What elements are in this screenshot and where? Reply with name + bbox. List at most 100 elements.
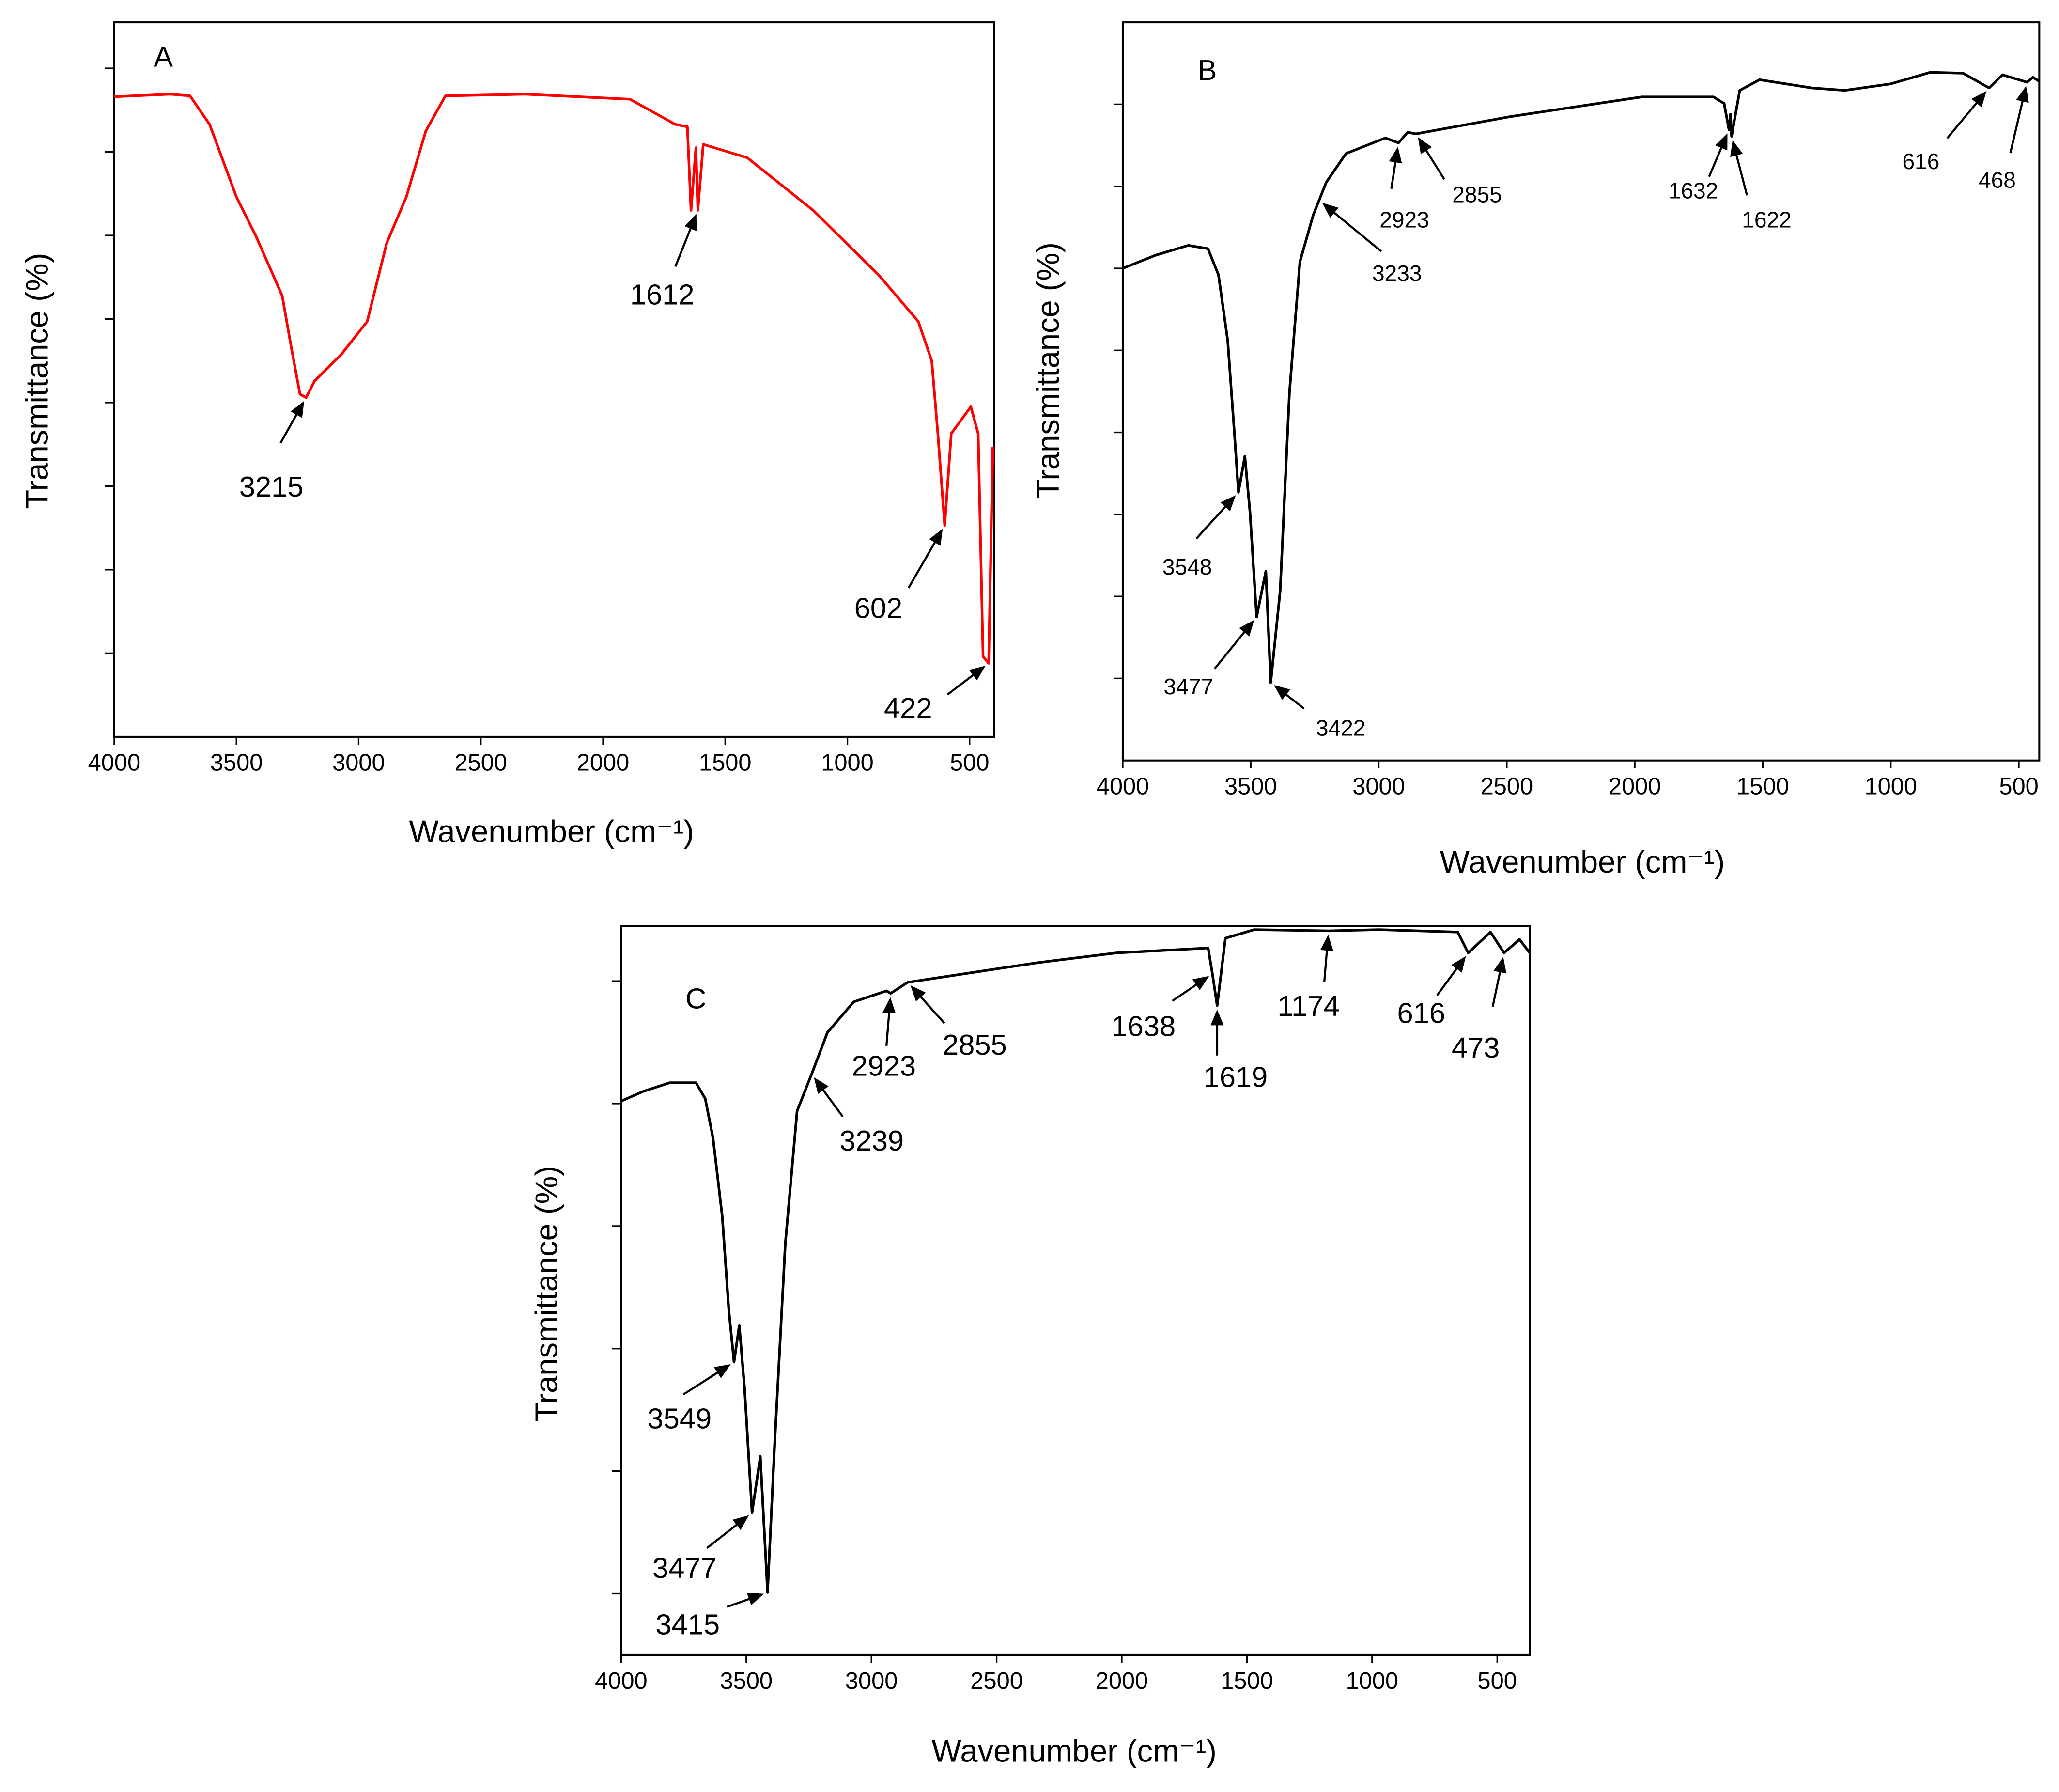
annotation-label: 1619 bbox=[1204, 1060, 1268, 1093]
annotation-label: 2855 bbox=[943, 1028, 1007, 1061]
x-tick-label: 4000 bbox=[1097, 774, 1149, 800]
arrow-head bbox=[1493, 956, 1507, 974]
annotation-label: 3549 bbox=[648, 1402, 712, 1434]
x-tick-label: 3000 bbox=[1352, 774, 1405, 800]
annotation-label: 2855 bbox=[1452, 182, 1502, 207]
annotation-arrow bbox=[1491, 966, 1502, 1007]
annotation-label: 1622 bbox=[1742, 207, 1792, 233]
arrow-head bbox=[1715, 133, 1728, 151]
annotation-arrow bbox=[1172, 981, 1201, 1002]
annotation-label: 616 bbox=[1397, 997, 1445, 1029]
arrow-head bbox=[910, 985, 926, 1001]
panel-label: A bbox=[154, 41, 173, 73]
x-tick-label: 1500 bbox=[1221, 1668, 1273, 1694]
arrow-head bbox=[814, 1077, 829, 1094]
annotation-arrow bbox=[2009, 96, 2025, 154]
x-tick-label: 500 bbox=[1999, 774, 2038, 800]
annotation-label: 468 bbox=[1979, 168, 2016, 193]
annotation-arrow bbox=[1330, 208, 1382, 252]
x-tick-label: 1500 bbox=[1736, 774, 1789, 800]
panel-label: C bbox=[685, 982, 706, 1015]
arrow-head bbox=[1730, 140, 1743, 157]
arrow-head bbox=[1320, 935, 1334, 951]
x-tick-label: 1500 bbox=[699, 750, 752, 776]
arrow-head bbox=[732, 1515, 749, 1530]
annotation-label: 3215 bbox=[239, 470, 304, 503]
annotation-arrow bbox=[674, 223, 694, 267]
spectrum-line bbox=[114, 93, 994, 665]
annotation-label: 1638 bbox=[1111, 1010, 1176, 1043]
x-tick-label: 1000 bbox=[1346, 1668, 1399, 1694]
arrow-head bbox=[2016, 86, 2029, 103]
annotation-arrow bbox=[706, 1521, 742, 1549]
arrow-head bbox=[1322, 203, 1339, 218]
panel-label: B bbox=[1198, 54, 1217, 86]
arrow-head bbox=[291, 401, 304, 418]
annotation-label: 3548 bbox=[1162, 554, 1212, 579]
annotation-arrow bbox=[1734, 150, 1748, 196]
annotation-label: 3415 bbox=[655, 1608, 720, 1640]
arrow-head bbox=[1273, 685, 1290, 700]
x-tick-label: 3000 bbox=[845, 1668, 898, 1694]
annotation-arrow bbox=[682, 1369, 723, 1396]
x-axis-label: Wavenumber (cm⁻¹) bbox=[409, 814, 694, 849]
annotation-arrow bbox=[1195, 502, 1230, 540]
x-tick-label: 4000 bbox=[595, 1668, 648, 1694]
spectrum-line bbox=[1122, 71, 2040, 684]
annotation-label: 3477 bbox=[652, 1552, 717, 1584]
annotation-label: 1612 bbox=[630, 278, 695, 311]
annotation-arrow bbox=[279, 409, 300, 444]
annotation-arrow bbox=[1390, 157, 1397, 189]
annotation-label: 3422 bbox=[1316, 715, 1366, 740]
x-tick-label: 2000 bbox=[1096, 1668, 1148, 1694]
x-tick-label: 1000 bbox=[1864, 774, 1917, 800]
arrow-head bbox=[684, 214, 697, 231]
arrow-head bbox=[1220, 495, 1236, 512]
annotation-label: 2923 bbox=[851, 1050, 916, 1082]
plot-frame bbox=[1121, 21, 2041, 762]
x-tick-label: 3500 bbox=[210, 750, 263, 776]
annotation-label: 422 bbox=[884, 692, 932, 724]
annotation-label: 616 bbox=[1903, 149, 1940, 174]
y-axis-label: Transmittance (%) bbox=[1030, 242, 1066, 499]
annotation-arrow bbox=[885, 1007, 891, 1046]
annotation-arrow bbox=[1708, 142, 1725, 177]
arrow-head bbox=[1192, 976, 1209, 990]
annotation-label: 3477 bbox=[1164, 674, 1214, 699]
arrow-head bbox=[1239, 620, 1254, 637]
x-tick-label: 3500 bbox=[720, 1668, 773, 1694]
x-tick-label: 2500 bbox=[970, 1668, 1023, 1694]
plot-frame bbox=[113, 21, 995, 738]
arrow-head bbox=[713, 1364, 731, 1378]
x-axis-label: Wavenumber (cm⁻¹) bbox=[931, 1733, 1217, 1768]
arrow-head bbox=[1210, 1009, 1224, 1026]
annotation-label: 3239 bbox=[839, 1124, 904, 1157]
annotation-arrow bbox=[819, 1085, 844, 1118]
y-axis-label: Transmittance (%) bbox=[528, 1166, 564, 1422]
annotation-label: 1174 bbox=[1277, 990, 1339, 1022]
annotation-label: 602 bbox=[854, 592, 902, 624]
arrow-head bbox=[1451, 956, 1466, 973]
annotation-arrow bbox=[1323, 945, 1329, 982]
x-tick-label: 500 bbox=[950, 750, 989, 776]
x-tick-label: 500 bbox=[1478, 1668, 1517, 1694]
arrow-head bbox=[882, 997, 896, 1014]
annotation-arrow bbox=[1423, 145, 1445, 180]
x-tick-label: 1000 bbox=[821, 750, 874, 776]
arrow-head bbox=[1971, 91, 1987, 108]
x-tick-label: 2500 bbox=[454, 750, 507, 776]
arrow-head bbox=[929, 529, 943, 546]
y-axis-label: Transmittance (%) bbox=[19, 253, 55, 509]
x-tick-label: 4000 bbox=[88, 750, 141, 776]
arrow-head bbox=[746, 1592, 764, 1605]
annotation-arrow bbox=[916, 992, 945, 1024]
annotation-label: 1632 bbox=[1669, 178, 1718, 203]
arrow-head bbox=[1418, 137, 1432, 154]
x-axis-label: Wavenumber (cm⁻¹) bbox=[1440, 844, 1725, 879]
x-tick-label: 2500 bbox=[1481, 774, 1533, 800]
annotation-label: 3233 bbox=[1372, 261, 1422, 286]
annotation-arrow bbox=[1946, 98, 1981, 139]
x-tick-label: 2000 bbox=[1609, 774, 1661, 800]
